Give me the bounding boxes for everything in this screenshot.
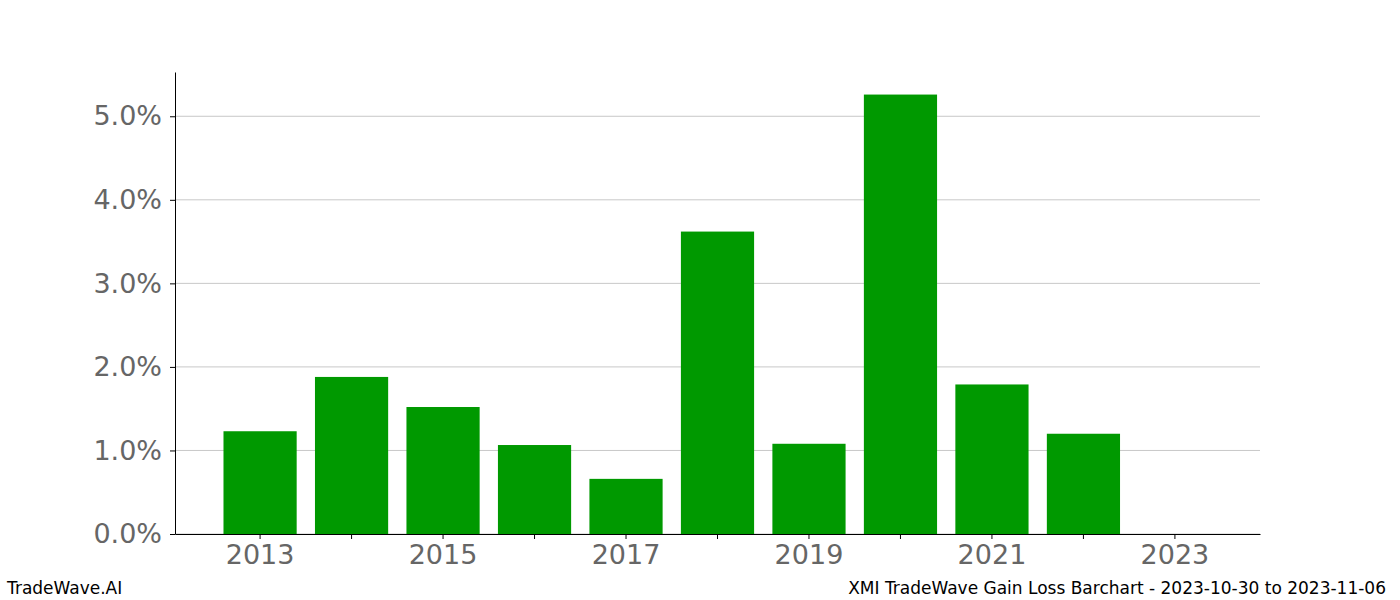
y-tick: 5.0%: [93, 100, 175, 131]
bars: [223, 95, 1120, 534]
plot: 0.0% 1.0% 2.0% 3.0% 4.0% 5.0% 2013 2015 2017 2019…: [93, 73, 1260, 571]
x-tick-mark: [900, 534, 901, 539]
x-tick: 2015: [409, 534, 478, 570]
y-tick: 0.0%: [93, 518, 175, 549]
x-tick: [900, 534, 901, 539]
x-tick-mark: [351, 534, 352, 539]
y-tick: 3.0%: [93, 268, 175, 299]
x-tick: [1083, 534, 1084, 539]
bar: [772, 444, 845, 534]
y-tick-label: 0.0%: [93, 518, 162, 549]
y-tick-label: 5.0%: [93, 100, 162, 131]
x-tick: 2021: [958, 534, 1027, 570]
y-tick-mark: [170, 367, 175, 368]
bar: [955, 384, 1028, 534]
x-tick-mark: [717, 534, 718, 539]
bar: [681, 232, 754, 534]
grid: [175, 116, 1260, 534]
y-tick-label: 2.0%: [93, 351, 162, 382]
x-tick: 2013: [226, 534, 295, 570]
bar: [315, 377, 388, 534]
x-tick: [717, 534, 718, 539]
x-tick-label: 2013: [226, 539, 295, 570]
y-tick-mark: [170, 450, 175, 451]
bar: [406, 407, 479, 534]
y-tick-label: 1.0%: [93, 435, 162, 466]
y-tick-mark: [170, 283, 175, 284]
bar: [864, 95, 937, 534]
y-tick-mark: [170, 116, 175, 117]
grid-line: [175, 116, 1260, 117]
bar: [498, 445, 571, 534]
y-tick-label: 4.0%: [93, 184, 162, 215]
chart: 0.0% 1.0% 2.0% 3.0% 4.0% 5.0% 2013 2015 2017 2019…: [0, 0, 1400, 600]
x-tick-label: 2019: [775, 539, 844, 570]
title: XMI TradeWave Gain Loss Barchart - 2023-…: [848, 578, 1386, 598]
x-tick-mark: [534, 534, 535, 539]
bar: [589, 479, 662, 534]
x-tick-label: 2015: [409, 539, 478, 570]
bar: [1047, 434, 1120, 534]
annotation: TradeWave.AI: [6, 578, 122, 598]
y-tick: 1.0%: [93, 435, 175, 466]
x-axis: 2013 2015 2017 2019 2021 2023: [176, 534, 1261, 570]
y-tick-mark: [170, 534, 175, 535]
y-tick: 4.0%: [93, 184, 175, 215]
y-tick-label: 3.0%: [93, 268, 162, 299]
x-tick: 2017: [592, 534, 661, 570]
y-axis-line: [175, 73, 176, 535]
grid-line: [175, 199, 1260, 200]
x-tick: 2019: [775, 534, 844, 570]
y-axis: 0.0% 1.0% 2.0% 3.0% 4.0% 5.0%: [93, 73, 175, 550]
x-tick: 2023: [1141, 534, 1210, 570]
x-tick: [534, 534, 535, 539]
y-tick: 2.0%: [93, 351, 175, 382]
y-tick-mark: [170, 200, 175, 201]
x-tick-label: 2023: [1141, 539, 1210, 570]
x-tick-mark: [1083, 534, 1084, 539]
x-tick: [351, 534, 352, 539]
bar: [223, 431, 296, 534]
x-tick-label: 2021: [958, 539, 1027, 570]
x-tick-label: 2017: [592, 539, 661, 570]
